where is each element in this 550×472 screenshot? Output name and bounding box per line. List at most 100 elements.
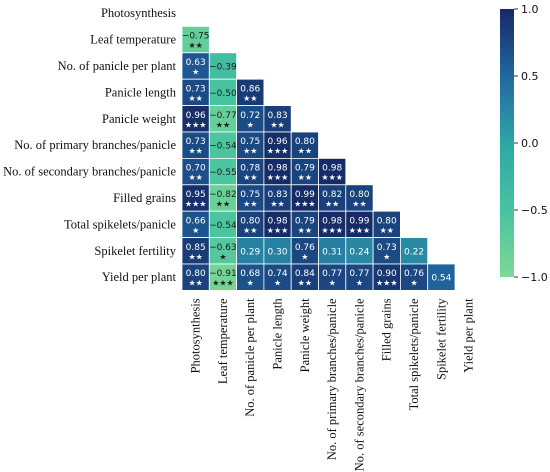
cell-value: −0.50 <box>209 89 237 99</box>
heatmap-cell: 0.98★★★ <box>263 210 292 238</box>
heatmap-cell: 0.83★★ <box>263 184 292 212</box>
cell-significance: ★★ <box>298 173 312 182</box>
cell-fill <box>181 237 210 265</box>
cell-value: 0.98 <box>322 216 342 226</box>
cell-value: 0.96 <box>268 137 288 147</box>
heatmap-cell: 0.80★★ <box>236 210 265 238</box>
cell-significance: ★★ <box>188 147 202 156</box>
column-label-photosynthesis: Photosynthesis <box>189 298 203 373</box>
heatmap-cell: −0.63★ <box>208 237 238 265</box>
cell-value: 0.83 <box>268 190 288 200</box>
heatmap-cell: 0.98★★★ <box>318 157 347 186</box>
colorbar-tick-label: 1.0 <box>521 3 539 16</box>
cell-value: 0.98 <box>268 216 288 226</box>
cell-significance: ★ <box>329 279 336 288</box>
cell-value: 0.77 <box>349 269 369 279</box>
cell-significance: ★ <box>301 252 308 261</box>
cell-significance: ★★ <box>270 200 284 209</box>
cell-value: −0.91 <box>209 269 237 279</box>
cell-significance: ★★★ <box>267 226 289 235</box>
heatmap-cell: 0.68★ <box>236 263 265 291</box>
cell-value: 0.73 <box>186 137 206 147</box>
heatmap-cell: 0.82★★ <box>318 184 347 212</box>
cell-significance: ★★★ <box>376 279 398 288</box>
cell-value: −0.54 <box>209 142 237 152</box>
cell-value: 0.76 <box>295 243 315 253</box>
cell-value: 0.22 <box>404 247 424 257</box>
heatmap-cell: 0.79★★ <box>290 210 319 238</box>
cell-significance: ★★ <box>243 94 257 103</box>
cell-fill <box>290 157 319 186</box>
cell-significance: ★★★ <box>185 200 207 209</box>
cell-significance: ★★ <box>243 226 257 235</box>
cell-significance: ★★ <box>298 147 312 156</box>
column-label-spikelet-fertility: Spikelet fertility <box>434 298 448 380</box>
cell-fill <box>399 237 429 265</box>
cell-value: −0.75 <box>182 32 210 42</box>
row-label-panicle-length: Panicle length <box>105 85 177 99</box>
cell-value: 0.76 <box>404 269 424 279</box>
cell-value: 0.30 <box>268 247 288 257</box>
cell-significance: ★ <box>274 279 281 288</box>
heatmap-cell: 0.77★ <box>345 263 374 291</box>
heatmap-cell: −0.75★★ <box>181 25 210 54</box>
column-label-panicle-weight: Panicle weight <box>298 298 312 372</box>
cell-value: −0.54 <box>209 221 237 231</box>
colorbar-gradient <box>500 9 514 277</box>
heatmap-cell: −0.54 <box>208 210 237 238</box>
colorbar-tick-label: 0.5 <box>521 70 539 83</box>
cell-significance: ★★ <box>298 226 312 235</box>
cell-fill <box>208 131 238 159</box>
heatmap-cell: 0.99★★★ <box>290 184 319 212</box>
row-label-leaf-temperature: Leaf temperature <box>90 33 176 47</box>
cell-value: 0.99 <box>349 216 369 226</box>
column-label-no-of-secondary-branches-panicle: No. of secondary branches/panicle <box>352 298 366 471</box>
cell-fill <box>318 157 347 186</box>
cell-value: 0.90 <box>377 269 397 279</box>
cell-fill <box>236 78 265 106</box>
heatmap-cell: 0.31 <box>318 237 347 265</box>
cell-value: 0.63 <box>186 58 206 68</box>
cell-value: 0.80 <box>295 137 315 147</box>
cell-value: 0.80 <box>186 269 206 279</box>
row-label-panicle-weight: Panicle weight <box>102 112 176 126</box>
heatmap-cell: 0.73★ <box>372 237 401 265</box>
cell-value: 0.79 <box>295 216 315 226</box>
heatmap-cell: −0.50 <box>208 78 237 106</box>
cell-fill <box>208 184 238 212</box>
heatmap-cell: 0.85★★ <box>181 237 210 265</box>
cell-significance: ★★ <box>325 200 339 209</box>
cell-significance: ★★★ <box>267 173 289 182</box>
column-label-leaf-temperature: Leaf temperature <box>216 298 230 384</box>
cell-significance: ★★ <box>188 41 202 50</box>
heatmap-cell: 0.75★★ <box>236 131 265 159</box>
cell-fill <box>236 263 265 291</box>
column-label-total-spikelets-panicle: Total spikelets/panicle <box>407 298 421 410</box>
heatmap-cell: 0.22 <box>399 237 429 265</box>
cell-fill <box>181 263 210 291</box>
heatmap-cell: 0.98★★★ <box>263 157 292 186</box>
colorbar-tick-label: 0.0 <box>521 137 539 150</box>
heatmap-cell: 0.29 <box>236 237 265 265</box>
cell-significance: ★ <box>192 68 199 77</box>
heatmap-cell: 0.66★ <box>181 210 210 238</box>
cell-value: 0.29 <box>240 247 260 257</box>
cell-significance: ★★ <box>243 200 257 209</box>
heatmap-cell: 0.96★★★ <box>263 131 292 159</box>
cell-significance: ★★ <box>216 200 230 209</box>
heatmap-cell: 0.99★★★ <box>345 210 374 238</box>
cell-fill <box>208 105 238 133</box>
cell-significance: ★★★ <box>185 120 207 129</box>
cell-significance: ★★ <box>243 147 257 156</box>
cell-significance: ★★★ <box>321 173 343 182</box>
cell-fill <box>427 263 456 291</box>
row-label-yield-per-plant: Yield per plant <box>102 270 177 284</box>
cell-value: 0.80 <box>240 216 260 226</box>
heatmap-cell: −0.54 <box>208 131 238 159</box>
cell-value: −0.63 <box>209 243 237 253</box>
cell-significance: ★★★ <box>349 226 371 235</box>
column-label-no-of-primary-branches-panicle: No. of primary branches/panicle <box>325 298 339 460</box>
cell-value: 0.86 <box>240 84 260 94</box>
cell-fill <box>181 25 210 54</box>
cell-value: 0.80 <box>349 190 369 200</box>
